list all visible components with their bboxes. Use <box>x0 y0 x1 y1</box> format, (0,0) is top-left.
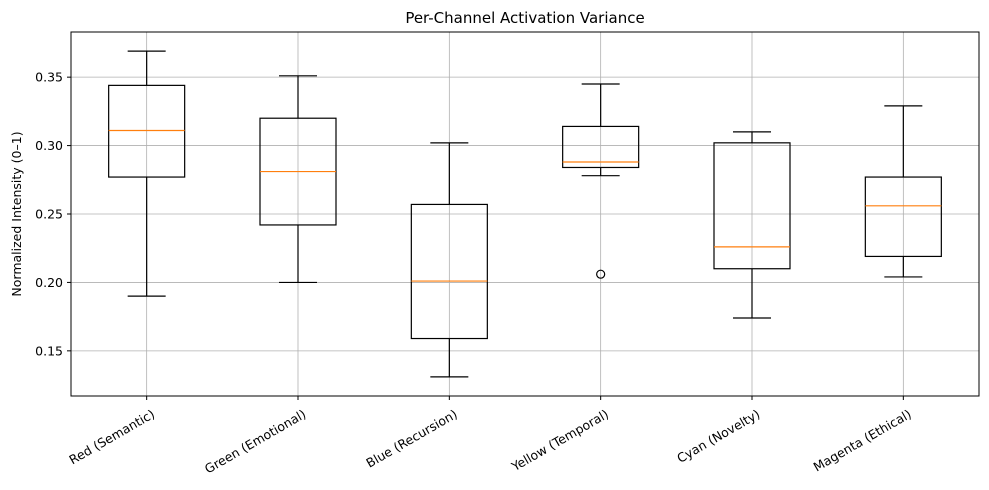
box-5 <box>713 131 791 319</box>
y-tick-label: 0.15 <box>35 343 63 358</box>
x-tick-label: Red (Semantic) <box>66 406 157 467</box>
box-1 <box>108 50 186 297</box>
box-3 <box>410 142 488 378</box>
y-tick-label: 0.30 <box>35 138 63 153</box>
x-tick-label: Yellow (Temporal) <box>508 406 611 474</box>
box-body <box>713 142 791 270</box>
x-tick-label: Green (Emotional) <box>202 406 309 476</box>
box-4 <box>562 83 640 279</box>
box-body <box>562 125 640 169</box>
x-tick-label: Magenta (Ethical) <box>811 406 914 474</box>
box-series <box>108 50 942 378</box>
y-tick-label: 0.35 <box>35 70 63 85</box>
x-tick-label: Blue (Recursion) <box>363 406 459 470</box>
x-axis-ticks: Red (Semantic) Green (Emotional) Blue (Rec… <box>66 396 914 476</box>
box-2 <box>259 75 337 284</box>
y-tick-label: 0.25 <box>35 207 63 222</box>
y-axis-ticks: 0.15 0.20 0.25 0.30 0.35 <box>35 70 71 358</box>
box-body <box>864 176 942 258</box>
outlier-point <box>596 269 606 279</box>
y-tick-label: 0.20 <box>35 275 63 290</box>
box-body <box>410 203 488 340</box>
chart-title: Per-Channel Activation Variance <box>405 9 644 27</box>
box-body <box>108 84 186 178</box>
grid-lines <box>71 32 979 396</box>
x-tick-label: Cyan (Novelty) <box>674 406 762 466</box>
y-axis-label: Normalized Intensity (0–1) <box>9 131 24 296</box>
box-6 <box>864 105 942 278</box>
